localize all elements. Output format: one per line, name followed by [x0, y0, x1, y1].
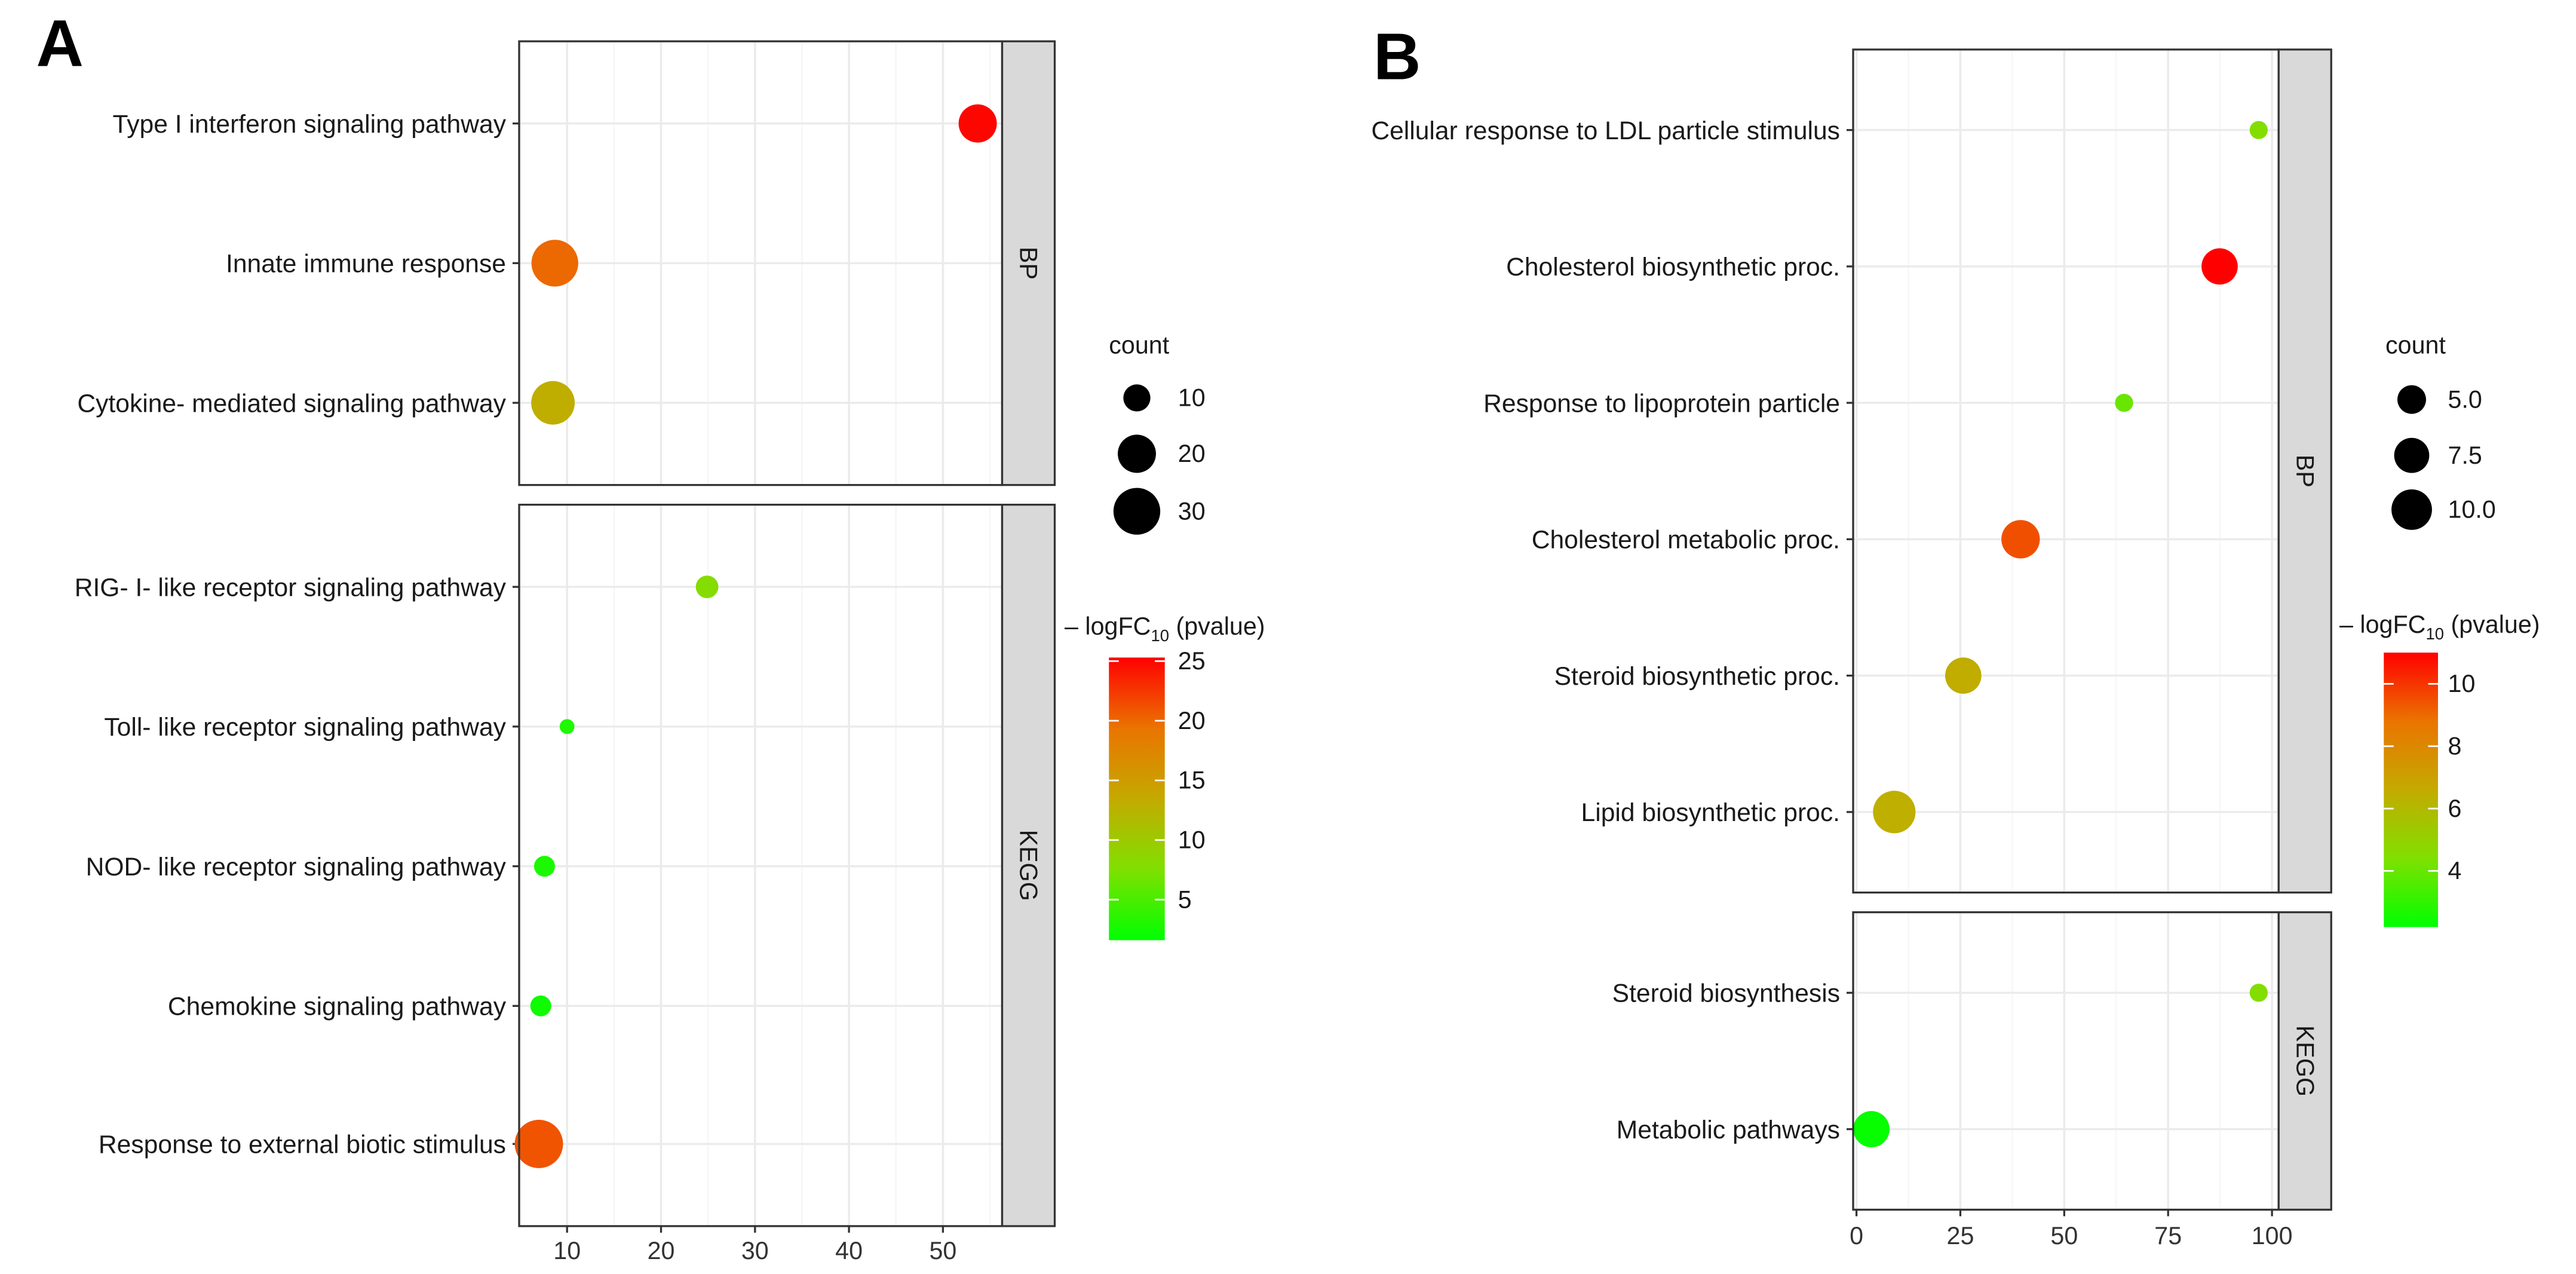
facet-strip — [1001, 503, 1056, 1227]
color-legend-title-prefix: – logFC — [1065, 612, 1151, 640]
facet-strip — [1001, 40, 1056, 486]
colorbar — [1109, 657, 1165, 941]
y-tick-label: Response to external biotic stimulus — [99, 1131, 506, 1159]
y-tick-label: NOD- like receptor signaling pathway — [86, 853, 507, 881]
facet-bp: Cellular response to LDL particle stimul… — [1371, 48, 2332, 894]
y-tick-label: Innate immune response — [226, 250, 506, 278]
data-point — [2115, 393, 2133, 412]
facet-kegg: RIG- I- like receptor signaling pathway T… — [75, 503, 1056, 1227]
color-legend-title: – logFC10 (pvalue) — [2339, 611, 2540, 643]
facet-strip — [2277, 911, 2332, 1211]
x-tick-label: 50 — [2050, 1222, 2078, 1250]
panel-b: B Cellular response to LDL particle stimu… — [1371, 20, 2540, 1250]
size-legend-key — [2397, 385, 2426, 414]
color-legend-title-prefix: – logFC — [2339, 611, 2425, 638]
data-point — [531, 240, 578, 287]
panel-a: A Type I interferon signaling pathway Inna… — [36, 7, 1265, 1264]
y-tick-label: Chemokine signaling pathway — [168, 993, 507, 1021]
y-tick-label: Lipid biosynthetic proc. — [1581, 798, 1840, 827]
colorbar-label: 5 — [1178, 886, 1192, 913]
x-tick-label: 25 — [1947, 1222, 1974, 1250]
colorbar-label: 10 — [1178, 826, 1206, 853]
size-legend-label: 30 — [1178, 497, 1206, 525]
y-tick-label: Metabolic pathways — [1617, 1116, 1840, 1144]
data-point — [2201, 248, 2238, 285]
facet-strip-label: BP — [2291, 455, 2319, 488]
x-tick-label: 100 — [2252, 1222, 2293, 1250]
y-tick-label: Steroid biosynthetic proc. — [1554, 662, 1840, 691]
size-legend-key — [1118, 434, 1156, 473]
x-tick-label: 20 — [648, 1237, 675, 1264]
y-tick-label: Cytokine- mediated signaling pathway — [77, 389, 506, 418]
x-tick-label: 50 — [929, 1237, 956, 1264]
colorbar-label: 20 — [1178, 707, 1206, 734]
size-legend-key — [2394, 437, 2430, 473]
x-tick-label: 40 — [835, 1237, 863, 1264]
color-legend-title-suffix: (pvalue) — [2444, 611, 2540, 638]
size-legend-key — [2391, 489, 2432, 530]
color-legend-title-sub: 10 — [1151, 626, 1169, 645]
size-legend-title: count — [2385, 332, 2446, 359]
x-tick-label: 75 — [2154, 1222, 2182, 1250]
colorbar-label: 8 — [2448, 732, 2462, 760]
colorbar-label: 4 — [2448, 857, 2462, 884]
x-tick-label: 10 — [553, 1237, 581, 1264]
size-legend-key — [1123, 384, 1151, 412]
data-point — [2001, 520, 2040, 559]
size-legend-label: 20 — [1178, 440, 1206, 467]
colorbar-label: 10 — [2448, 670, 2476, 697]
color-legend-title-sub: 10 — [2425, 624, 2444, 643]
y-tick-label: Response to lipoprotein particle — [1483, 389, 1840, 418]
facet-strip — [2277, 48, 2332, 894]
y-tick-label: Cholesterol metabolic proc. — [1532, 526, 1840, 555]
data-point — [1853, 1111, 1890, 1147]
x-tick-label: 30 — [741, 1237, 769, 1264]
plot-background — [1853, 912, 2279, 1210]
colorbar-label: 15 — [1178, 767, 1206, 794]
size-legend-key — [1113, 488, 1161, 535]
colorbar-label: 25 — [1178, 647, 1206, 675]
plot-background — [1853, 49, 2279, 893]
data-point — [514, 1119, 563, 1168]
size-legend-title: count — [1109, 332, 1169, 359]
y-tick-label: Steroid biosynthesis — [1612, 979, 1840, 1008]
data-point — [531, 381, 575, 425]
y-tick-label: Type I interferon signaling pathway — [113, 110, 507, 139]
panel-label: B — [1373, 20, 1421, 93]
y-tick-label: Cholesterol biosynthetic proc. — [1506, 253, 1840, 281]
colorbar-label: 6 — [2448, 795, 2462, 822]
data-point — [530, 995, 551, 1016]
data-point — [559, 719, 575, 734]
data-point — [2249, 121, 2268, 139]
y-tick-label: RIG- I- like receptor signaling pathway — [75, 573, 507, 602]
colorbar — [2384, 653, 2438, 927]
facet-strip-label: KEGG — [2291, 1025, 2319, 1097]
color-legend-title: – logFC10 (pvalue) — [1065, 612, 1265, 645]
facet-kegg: Steroid biosynthesis Metabolic pathways KE… — [1612, 911, 2332, 1211]
size-legend-label: 7.5 — [2448, 442, 2482, 469]
data-point — [958, 104, 997, 143]
facet-bp: Type I interferon signaling pathway Innat… — [77, 40, 1056, 486]
color-legend-title-suffix: (pvalue) — [1169, 612, 1265, 640]
data-point — [533, 856, 555, 877]
y-tick-label: Cellular response to LDL particle stimul… — [1371, 117, 1840, 145]
facet-strip-label: BP — [1015, 247, 1042, 280]
x-tick-label: 0 — [1850, 1222, 1863, 1250]
panel-label: A — [36, 7, 84, 80]
data-point — [1873, 791, 1916, 834]
data-point — [695, 575, 719, 599]
size-legend-label: 10 — [1178, 384, 1206, 412]
data-point — [2249, 984, 2268, 1002]
data-point — [1945, 657, 1982, 694]
size-legend-label: 10.0 — [2448, 496, 2496, 523]
y-tick-label: Toll- like receptor signaling pathway — [104, 713, 506, 742]
facet-strip-label: KEGG — [1015, 830, 1042, 901]
size-legend-label: 5.0 — [2448, 385, 2482, 413]
